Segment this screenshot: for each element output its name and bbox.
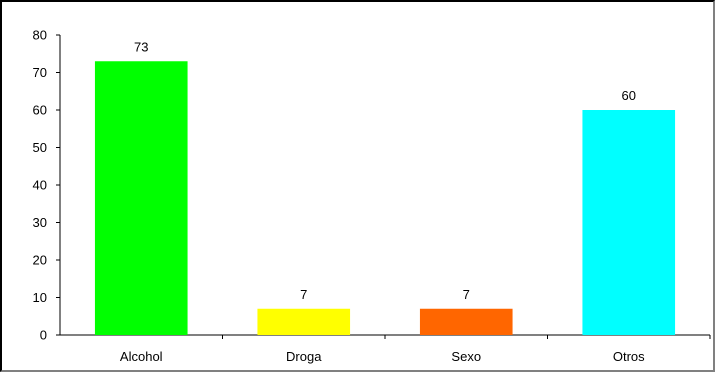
x-tick-label: Otros [613,349,645,364]
x-axis: Alcohol Droga Sexo Otros [60,334,711,364]
y-tick-label: 20 [33,253,47,268]
y-tick-label: 60 [33,103,47,118]
y-tick-label: 80 [33,28,47,43]
x-tick-label: Sexo [451,349,481,364]
bar-sexo [419,308,513,335]
data-label: 7 [300,287,307,302]
bars [94,61,676,335]
x-tick-label: Alcohol [120,349,163,364]
bar-otros [582,110,676,335]
data-labels: 73 7 7 60 [134,39,636,302]
data-label: 7 [463,287,470,302]
data-label: 73 [134,39,148,54]
bar-alcohol [94,61,188,335]
y-tick-label: 70 [33,65,47,80]
data-label: 60 [622,88,636,103]
y-tick-label: 40 [33,178,47,193]
y-tick-label: 0 [40,328,47,343]
y-tick-label: 50 [33,140,47,155]
bar-droga [257,308,351,335]
y-axis: 0 10 20 30 40 50 60 70 80 [33,28,61,343]
y-tick-label: 10 [33,290,47,305]
y-tick-label: 30 [33,215,47,230]
x-tick-label: Droga [286,349,322,364]
